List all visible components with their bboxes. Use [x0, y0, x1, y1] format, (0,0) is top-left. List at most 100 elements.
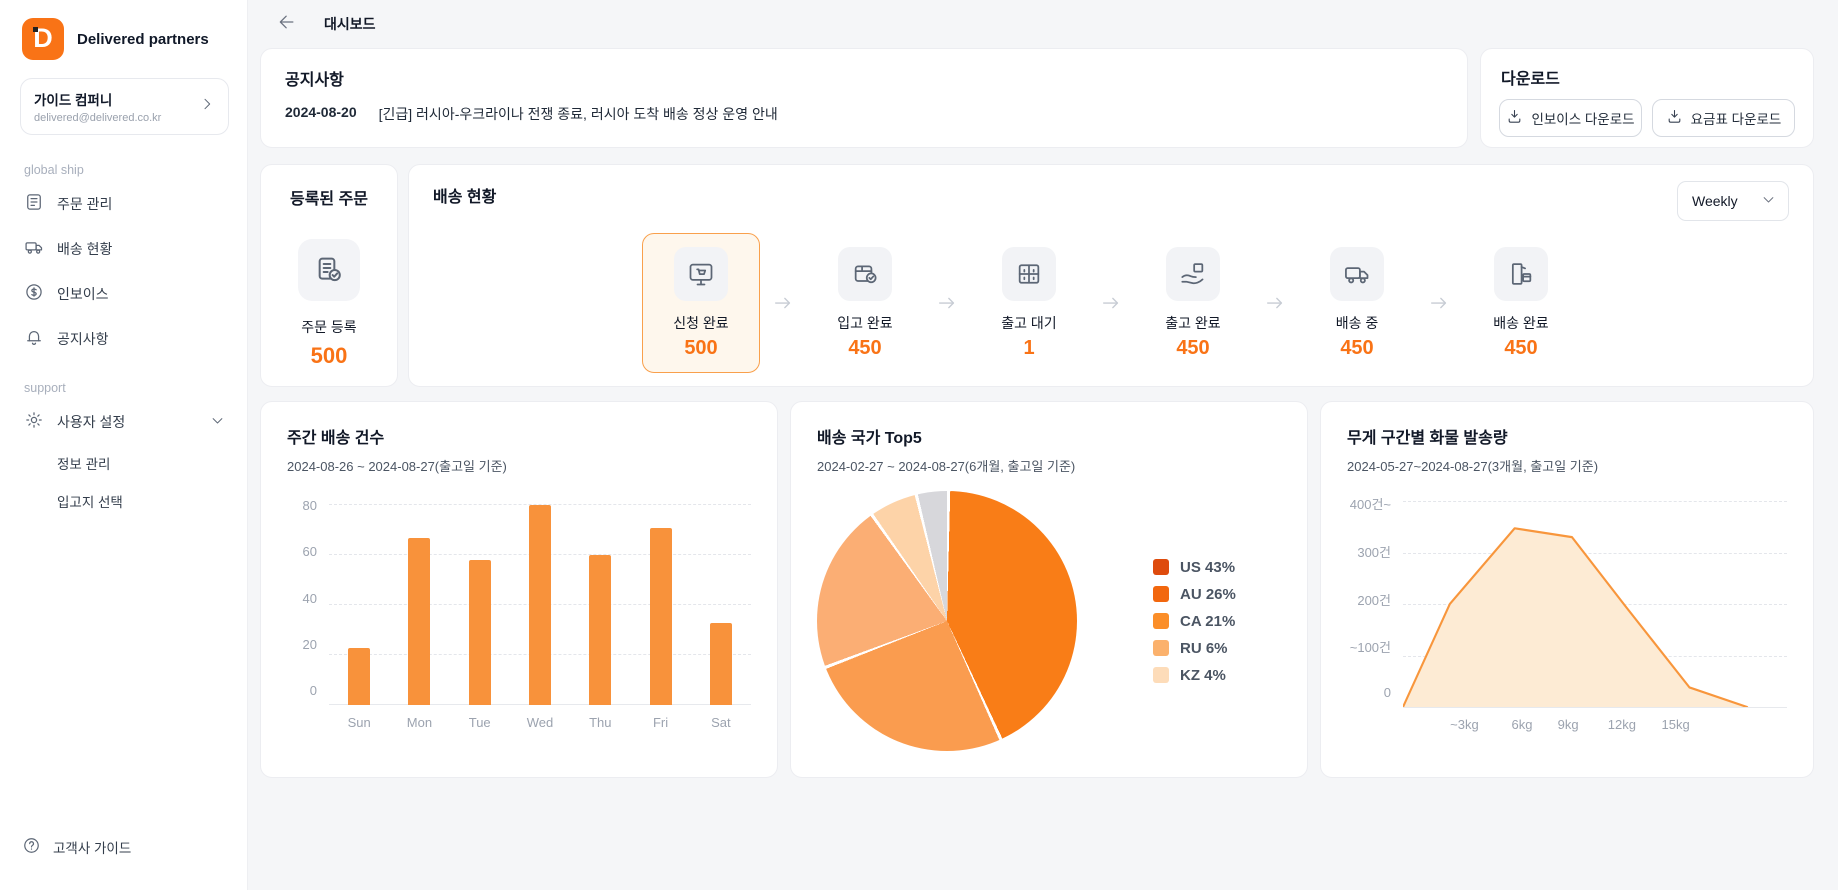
bar-chart-x-axis: Sun Mon Tue Wed Thu Fri Sat — [329, 715, 751, 730]
area-y-tick: 0 — [1383, 685, 1391, 700]
bar-x-tick: Tue — [468, 715, 491, 730]
area-chart-y-axis: 400건~ 300건 200건 ~100건 0 — [1347, 494, 1403, 700]
registered-orders-title: 등록된 주문 — [289, 191, 369, 208]
bar-x-tick: Mon — [406, 715, 433, 730]
sidebar-item-사용자-설정[interactable]: 사용자 설정 — [20, 399, 229, 444]
brand-logo-dot — [33, 27, 38, 32]
weight-volume-chart-card: 무게 구간별 화물 발송량 2024-05-27~2024-08-27(3개월,… — [1320, 401, 1814, 778]
step-label: 신청 완료 — [673, 315, 729, 331]
arrow-left-icon — [277, 12, 297, 37]
area-y-tick: 400건~ — [1349, 497, 1391, 512]
customer-guide-label: 고객사 가이드 — [53, 841, 132, 856]
shipping-step-배송-완료[interactable]: 배송 완료 450 — [1462, 233, 1580, 373]
sidebar-item-공지사항[interactable]: 공지사항 — [20, 316, 229, 361]
sidebar-item-주문-관리[interactable]: 주문 관리 — [20, 181, 229, 226]
shipping-status-title: 배송 현황 — [433, 189, 497, 206]
bar-y-tick: 80 — [302, 498, 317, 513]
area-x-tick: 12kg — [1607, 717, 1636, 732]
download-button-0[interactable]: 인보이스 다운로드 — [1499, 99, 1642, 137]
bar-y-tick: 20 — [302, 636, 317, 652]
download-card: 다운로드 인보이스 다운로드 요금표 다운로드 — [1480, 48, 1814, 148]
document-icon — [24, 192, 44, 215]
area-y-tick: ~100건 — [1349, 640, 1391, 656]
pie-chart-subtitle: 2024-02-27 ~ 2024-08-27(6개월, 출고일 기준) — [817, 459, 1076, 474]
legend-label: AU 26% — [1180, 585, 1236, 603]
step-value: 450 — [1504, 337, 1538, 359]
shipping-step-입고-완료[interactable]: 입고 완료 450 — [806, 233, 924, 373]
customer-guide-link[interactable]: 고객사 가이드 — [20, 830, 229, 864]
legend-label: KZ 4% — [1180, 666, 1226, 684]
bar-Mon — [408, 537, 431, 705]
step-value: 1 — [1023, 337, 1035, 359]
bar-chart-y-axis: 80 60 40 20 0 — [287, 498, 329, 698]
area-y-tick: 300건 — [1357, 544, 1391, 560]
notice-item[interactable]: 2024-08-20 [긴급] 러시아-우크라이나 전쟁 종료, 러시아 도착 … — [285, 104, 1443, 124]
download-button-1[interactable]: 요금표 다운로드 — [1652, 99, 1795, 137]
page-title: 대시보드 — [324, 16, 376, 32]
sidebar-subitem-입고지-선택[interactable]: 입고지 선택 — [57, 495, 123, 510]
shipping-step-출고-대기[interactable]: 출고 대기 1 — [970, 233, 1088, 373]
download-title: 다운로드 — [1501, 71, 1560, 88]
sidebar-item-label: 인보이스 — [57, 285, 109, 302]
brand-name: Delivered partners — [77, 30, 209, 48]
order-register-value: 500 — [310, 343, 348, 368]
bar-x-tick: Fri — [652, 715, 669, 730]
pallet-grid-icon — [1002, 247, 1056, 301]
area-chart-title: 무게 구간별 화물 발송량 — [1347, 430, 1508, 447]
door-box-icon — [1494, 247, 1548, 301]
shipping-step-출고-완료[interactable]: 출고 완료 450 — [1134, 233, 1252, 373]
download-buttons: 인보이스 다운로드 요금표 다운로드 — [1499, 99, 1795, 137]
area-chart: 400건~ 300건 200건 ~100건 0 ~3kg 6kg 9kg 12kg 15kg — [1347, 497, 1787, 739]
notice-date: 2024-08-20 — [285, 104, 357, 120]
notice-card: 공지사항 2024-08-20 [긴급] 러시아-우크라이나 전쟁 종료, 러시… — [260, 48, 1468, 148]
step-arrow-icon — [1252, 292, 1298, 314]
download-button-label: 인보이스 다운로드 — [1531, 112, 1635, 127]
sidebar-item-label: 주문 관리 — [57, 195, 113, 212]
bar-y-tick: 0 — [309, 683, 317, 698]
legend-label: RU 6% — [1180, 639, 1228, 657]
sidebar-item-인보이스[interactable]: 인보이스 — [20, 271, 229, 316]
main-area: 대시보드 공지사항 2024-08-20 [긴급] 러시아-우크라이나 전쟁 종… — [248, 0, 1838, 890]
sidebar-section-label: support — [24, 381, 66, 395]
area-chart-plot — [1403, 501, 1787, 708]
bar-Tue — [468, 560, 491, 705]
back-button[interactable] — [277, 13, 299, 35]
sidebar-item-배송-현황[interactable]: 배송 현황 — [20, 226, 229, 271]
download-icon — [1666, 108, 1683, 128]
step-label: 출고 대기 — [1001, 315, 1057, 331]
bar-column-Sun — [329, 505, 389, 705]
shipping-step-배송-중[interactable]: 배송 중 450 — [1298, 233, 1416, 373]
area-gridline — [1403, 552, 1787, 554]
bar-x-tick: Sun — [347, 715, 371, 730]
step-value: 450 — [1176, 337, 1210, 359]
legend-swatch — [1153, 640, 1169, 656]
sidebar-section-label: global ship — [24, 163, 84, 177]
sidebar-item-label: 배송 현황 — [57, 240, 113, 257]
sidebar-item-label: 사용자 설정 — [57, 413, 126, 430]
area-y-tick: 200건 — [1357, 592, 1391, 608]
registered-orders-card: 등록된 주문 주문 등록 500 — [260, 164, 398, 387]
sidebar-subitem-정보-관리[interactable]: 정보 관리 — [57, 457, 111, 472]
box-check-icon — [838, 247, 892, 301]
invoice-icon — [24, 282, 44, 305]
area-x-tick: 15kg — [1661, 717, 1690, 732]
bar-Fri — [649, 527, 672, 705]
bar-columns — [329, 505, 751, 705]
bar-x-tick: Thu — [589, 715, 612, 730]
legend-item-CA: CA 21% — [1153, 613, 1236, 630]
brand-logo-letter: D — [33, 22, 53, 53]
period-select[interactable]: Weekly — [1677, 181, 1789, 221]
bar-column-Mon — [389, 505, 449, 705]
area-x-tick: ~3kg — [1450, 717, 1479, 732]
account-email: delivered@delivered.co.kr — [34, 112, 162, 124]
pie-chart — [817, 491, 1077, 751]
bar-gridline — [329, 504, 751, 505]
account-card[interactable]: 가이드 컴퍼니 delivered@delivered.co.kr — [20, 78, 229, 135]
bell-icon — [24, 327, 44, 350]
bar-Wed — [528, 505, 551, 705]
country-top5-chart-card: 배송 국가 Top5 2024-02-27 ~ 2024-08-27(6개월, … — [790, 401, 1308, 778]
order-register-label: 주문 등록 — [301, 319, 357, 335]
bar-chart: 80 60 40 20 0 Sun Mon Tue Wed Thu Fri Sat — [287, 498, 751, 730]
shipping-step-신청-완료[interactable]: 신청 완료 500 — [642, 233, 760, 373]
bar-column-Sat — [691, 505, 751, 705]
